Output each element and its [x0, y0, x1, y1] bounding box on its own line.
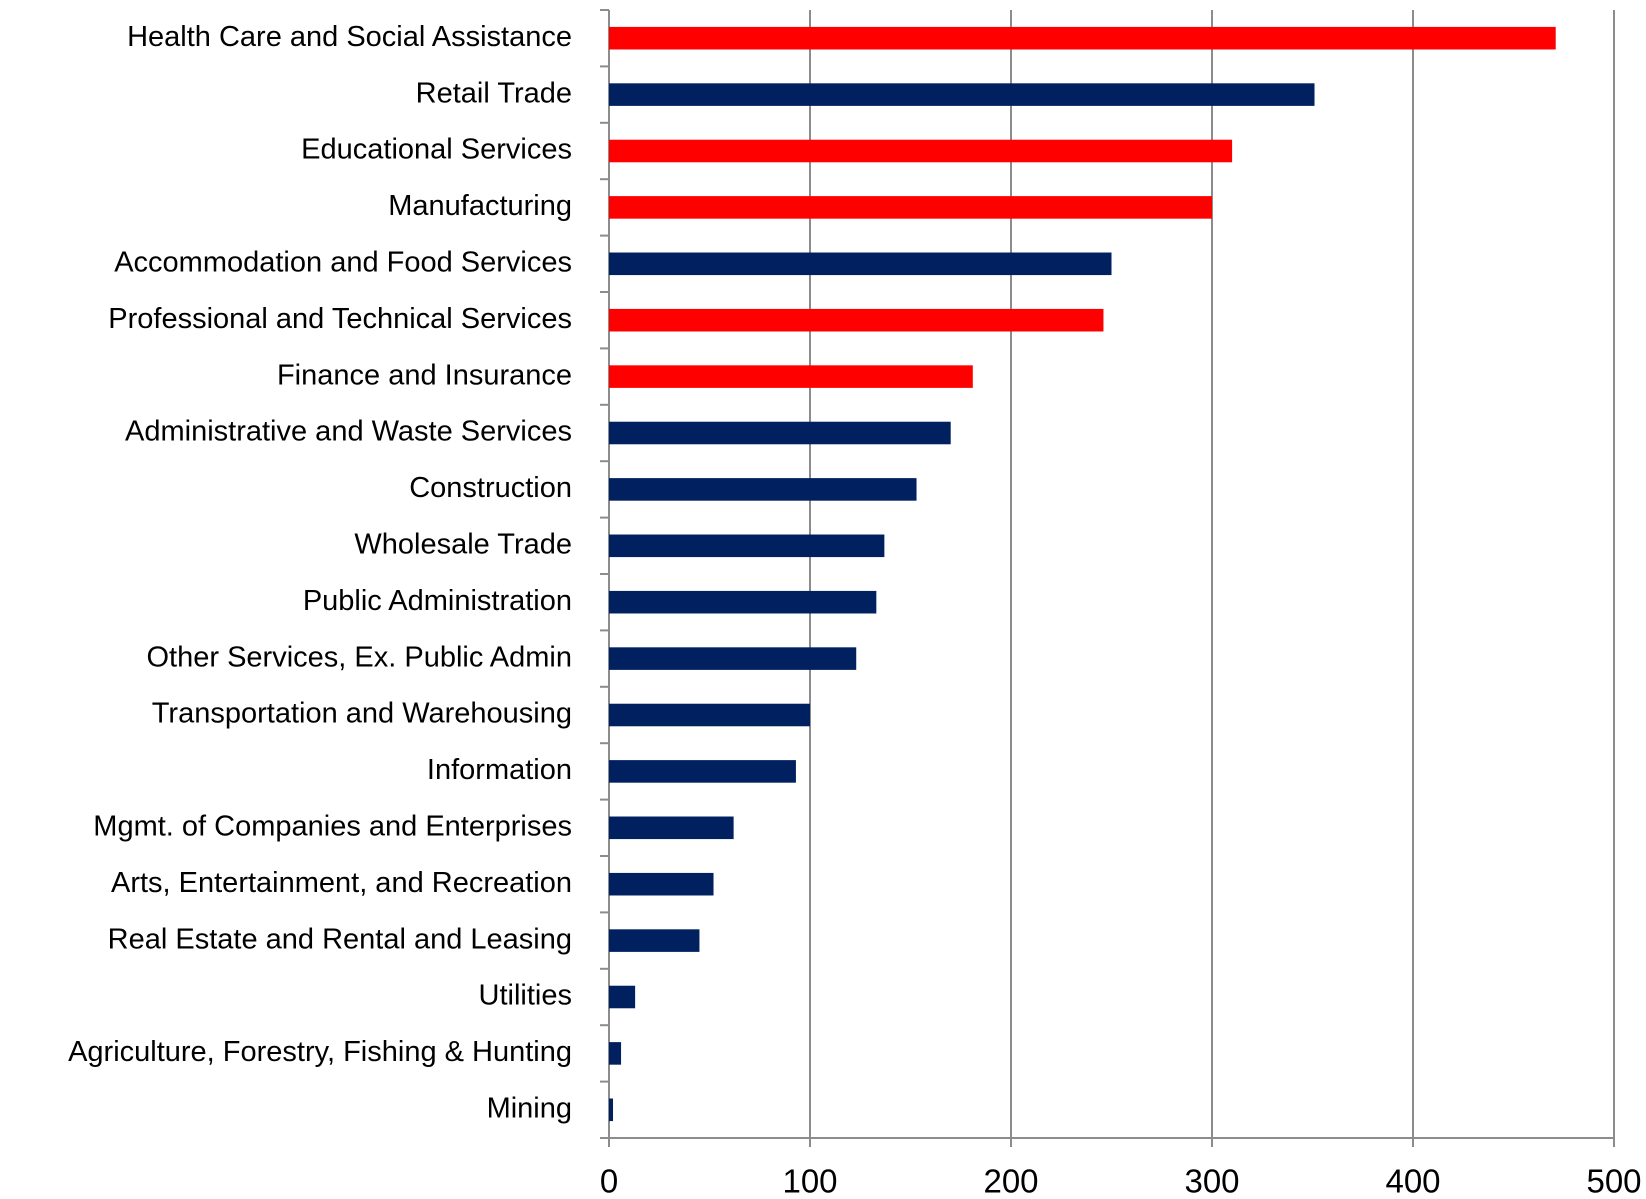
bar: [609, 703, 810, 727]
bar: [609, 816, 734, 840]
y-tick-label: Retail Trade: [416, 77, 572, 109]
y-tick-label: Transportation and Warehousing: [152, 698, 572, 730]
y-tick-label: Professional and Technical Services: [108, 303, 572, 335]
y-tick-label: Finance and Insurance: [277, 359, 572, 391]
y-tick-label: Mining: [487, 1092, 572, 1124]
y-tick-label: Information: [427, 754, 572, 786]
x-tick-label: 0: [600, 1163, 618, 1199]
bar: [609, 26, 1556, 50]
y-tick-label: Wholesale Trade: [354, 528, 572, 560]
y-tick-label: Public Administration: [303, 585, 572, 617]
bar: [609, 1042, 622, 1065]
x-tick-label: 300: [1184, 1163, 1239, 1199]
y-tick-label: Health Care and Social Assistance: [127, 21, 572, 53]
y-tick-label: Accommodation and Food Services: [114, 246, 572, 278]
bar: [609, 872, 714, 896]
y-tick-label: Mgmt. of Companies and Enterprises: [93, 810, 572, 842]
y-tick-label: Utilities: [479, 980, 572, 1012]
bar: [609, 308, 1104, 332]
bar: [609, 252, 1112, 276]
y-tick-label: Educational Services: [301, 134, 572, 166]
bar: [609, 647, 857, 670]
x-tick-label: 400: [1385, 1163, 1440, 1199]
bar: [609, 929, 700, 952]
bar: [609, 83, 1315, 106]
bar: [609, 760, 796, 783]
bar: [609, 1098, 614, 1122]
y-tick-label: Other Services, Ex. Public Admin: [147, 641, 573, 673]
y-tick-label: Administrative and Waste Services: [125, 416, 572, 448]
bar: [609, 590, 877, 614]
x-tick-label: 200: [983, 1163, 1038, 1199]
bar: [609, 196, 1212, 219]
y-tick-label: Manufacturing: [388, 190, 572, 222]
y-tick-label: Construction: [409, 472, 572, 504]
bar: [609, 985, 636, 1009]
x-tick-label: 500: [1586, 1163, 1641, 1199]
bar: [609, 478, 917, 501]
y-tick-label: Arts, Entertainment, and Recreation: [111, 867, 572, 899]
bar: [609, 139, 1233, 163]
y-tick-label: Real Estate and Rental and Leasing: [108, 923, 572, 955]
bar: [609, 365, 973, 388]
bar: [609, 421, 951, 445]
y-tick-label: Agriculture, Forestry, Fishing & Hunting: [68, 1036, 572, 1068]
bar: [609, 534, 885, 558]
x-tick-label: 100: [782, 1163, 837, 1199]
